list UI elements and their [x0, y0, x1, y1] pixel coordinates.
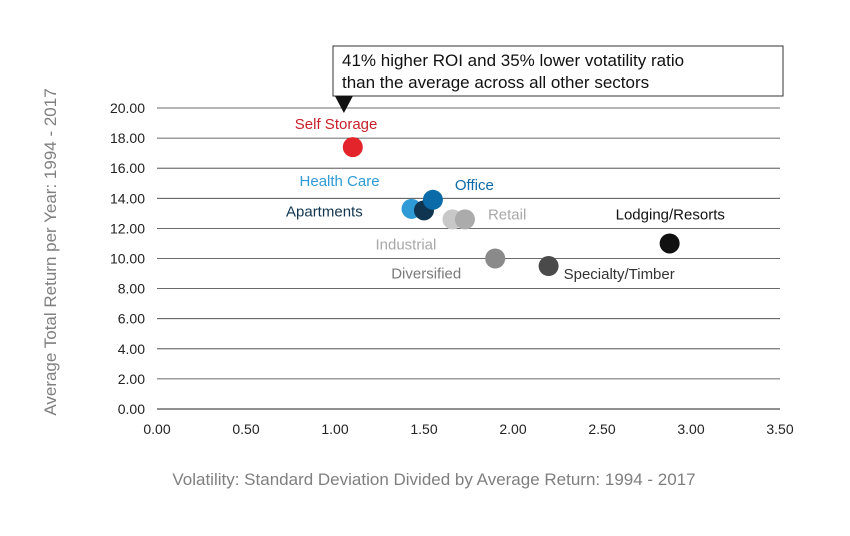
y-tick-label: 6.00 — [118, 311, 145, 327]
x-tick-label: 1.00 — [321, 421, 348, 437]
x-tick-label: 3.50 — [766, 421, 793, 437]
y-tick-label: 8.00 — [118, 281, 145, 297]
y-tick-label: 10.00 — [110, 251, 145, 267]
point-label: Retail — [488, 206, 526, 223]
point-label: Lodging/Resorts — [616, 206, 725, 223]
callout-line-1: 41% higher ROI and 35% lower votatility … — [342, 51, 684, 70]
y-tick-label: 0.00 — [118, 401, 145, 417]
x-tick-label: 2.50 — [588, 421, 615, 437]
y-tick-label: 16.00 — [110, 160, 145, 176]
point-label: Apartments — [286, 203, 363, 220]
y-tick-label: 2.00 — [118, 371, 145, 387]
y-tick-label: 14.00 — [110, 190, 145, 206]
x-tick-label: 0.50 — [232, 421, 259, 437]
point-label: Diversified — [391, 266, 461, 283]
callout-pointer — [334, 96, 353, 113]
x-tick-label: 0.00 — [143, 421, 170, 437]
x-tick-label: 3.00 — [677, 421, 704, 437]
callout-line-2: than the average across all other sector… — [342, 73, 649, 92]
y-tick-label: 20.00 — [110, 100, 145, 116]
point-label: Office — [455, 177, 494, 194]
point-lodging-resorts — [659, 233, 680, 254]
x-tick-label: 1.50 — [410, 421, 437, 437]
point-diversified — [485, 248, 506, 269]
x-axis-title: Volatility: Standard Deviation Divided b… — [172, 470, 695, 489]
gridlines — [157, 107, 780, 380]
y-tick-label: 12.00 — [110, 220, 145, 236]
data-points — [342, 137, 680, 277]
callout-box — [332, 45, 784, 97]
y-tick-label: 4.00 — [118, 341, 145, 357]
point-self-storage — [342, 137, 363, 158]
x-tick-label: 2.00 — [499, 421, 526, 437]
point-label: Health Care — [300, 173, 380, 190]
x-tick-labels: 0.00 0.50 1.00 1.50 2.00 2.50 3.00 3.50 — [143, 421, 793, 437]
y-tick-label: 18.00 — [110, 130, 145, 146]
point-specialty-timber — [538, 256, 559, 277]
point-label: Specialty/Timber — [564, 266, 675, 283]
y-tick-labels: 0.00 2.00 4.00 6.00 8.00 10.00 12.00 14.00 16.00… — [110, 100, 145, 417]
callout: 41% higher ROI and 35% lower votatility … — [332, 45, 784, 113]
point-retail — [454, 209, 475, 230]
y-axis-title: Average Total Return per Year: 1994 - 20… — [41, 88, 60, 415]
point-label: Industrial — [375, 236, 436, 253]
point-label: Self Storage — [295, 116, 378, 133]
point-labels: Self Storage Health Care Apartments Office I… — [286, 116, 725, 283]
point-office — [422, 189, 443, 210]
